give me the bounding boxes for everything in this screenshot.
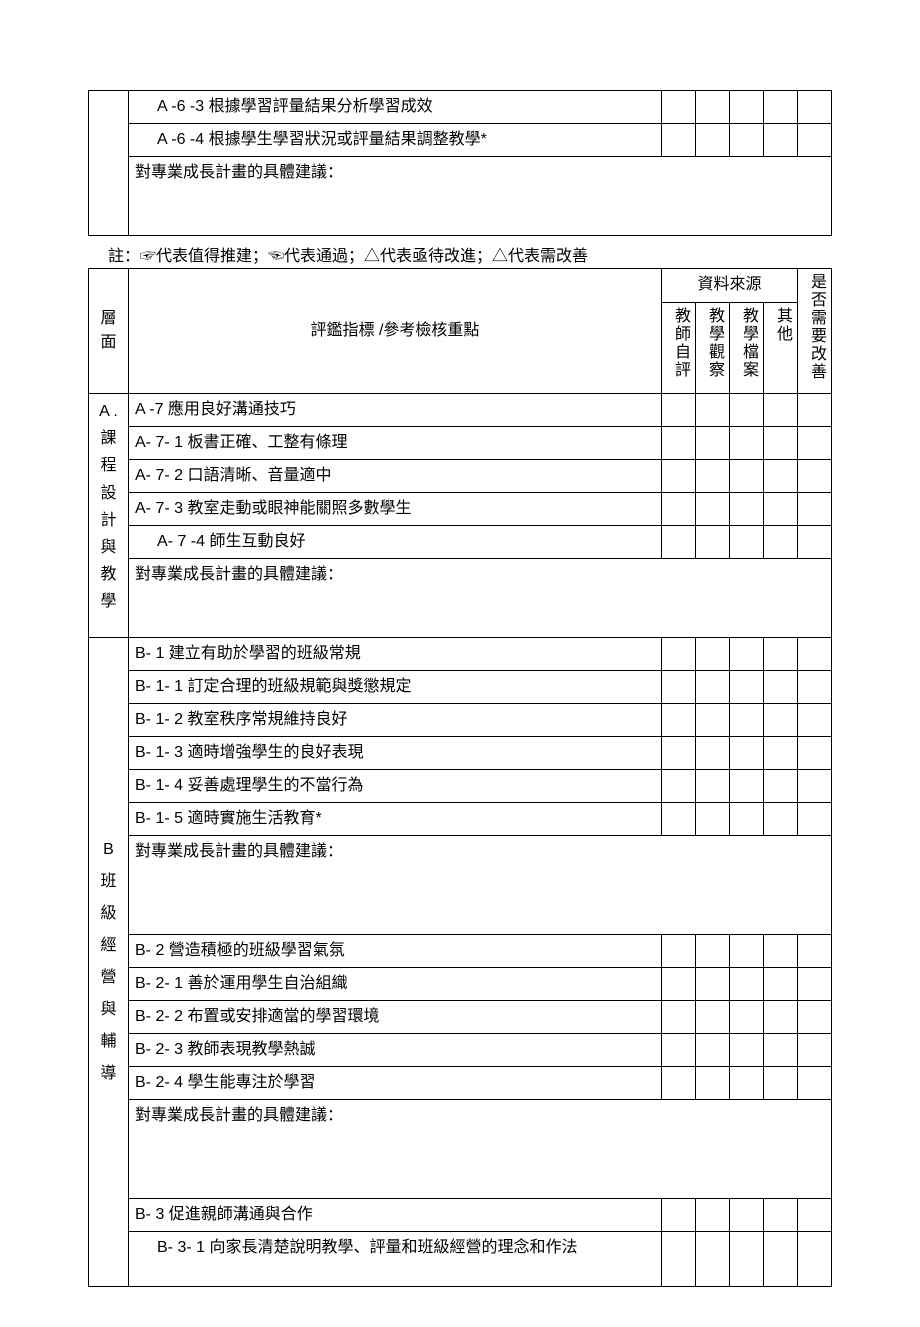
criteria-cell: A- 7- 3 教室走動或眼神能關照多數學生: [129, 493, 662, 526]
table-row: B- 1- 3 適時增強學生的良好表現: [89, 737, 832, 770]
criteria-cell: A -6 -3 根據學習評量結果分析學習成效: [129, 91, 662, 124]
criteria-cell: B- 1- 2 教室秩序常規維持良好: [129, 704, 662, 737]
table-row: B- 2 營造積極的班級學習氣氛: [89, 935, 832, 968]
table-row: B- 2- 1 善於運用學生自治組織: [89, 968, 832, 1001]
table-row: A- 7- 1 板書正確、工整有條理: [89, 427, 832, 460]
table-row: A- 7- 2 口語清晰、音量適中: [89, 460, 832, 493]
table-row: B- 3 促進親師溝通與合作: [89, 1199, 832, 1232]
legend-note: 註：☞代表值得推建；☜代表通過；△代表亟待改進；△代表需改善: [88, 242, 832, 266]
header-row: 層面 評鑑指標 /參考檢核重點 資料來源 是否需要改善: [89, 269, 832, 303]
suggestion-cell: 對專業成長計畫的具體建議：: [129, 1100, 832, 1199]
criteria-cell: B- 2 營造積極的班級學習氣氛: [129, 935, 662, 968]
suggestion-cell: 對專業成長計畫的具體建議：: [129, 157, 832, 236]
criteria-cell: A -6 -4 根據學生學習狀況或評量結果調整教學*: [129, 124, 662, 157]
main-table: 層面 評鑑指標 /參考檢核重點 資料來源 是否需要改善 教師自評 教學觀察 教學…: [88, 268, 832, 1287]
blank-first-col: [89, 91, 129, 236]
col-header-dimension: 層面: [89, 269, 129, 394]
criteria-cell: B- 2- 3 教師表現教學熱誠: [129, 1034, 662, 1067]
table-row: B- 1- 4 妥善處理學生的不當行為: [89, 770, 832, 803]
criteria-cell: A- 7- 2 口語清晰、音量適中: [129, 460, 662, 493]
criteria-cell: B- 2- 1 善於運用學生自治組織: [129, 968, 662, 1001]
col-sub-observe: 教學觀察: [695, 302, 729, 393]
suggestion-cell: 對專業成長計畫的具體建議：: [129, 559, 832, 638]
table-row: A- 7 -4 師生互動良好: [89, 526, 832, 559]
table-row: A -6 -3 根據學習評量結果分析學習成效: [89, 91, 832, 124]
section-b-label: B 班 級 經 營 與 輔 導: [89, 638, 129, 1287]
table-row: A- 7- 3 教室走動或眼神能關照多數學生: [89, 493, 832, 526]
table-row: B- 1- 2 教室秩序常規維持良好: [89, 704, 832, 737]
col-sub-file: 教學檔案: [729, 302, 763, 393]
suggestion-row: 對專業成長計畫的具體建議：: [89, 836, 832, 935]
table-row: B 班 級 經 營 與 輔 導 B- 1 建立有助於學習的班級常規: [89, 638, 832, 671]
criteria-cell: B- 1- 3 適時增強學生的良好表現: [129, 737, 662, 770]
table-row: B- 1- 1 訂定合理的班級規範與獎懲規定: [89, 671, 832, 704]
table-row: B- 2- 2 布置或安排適當的學習環境: [89, 1001, 832, 1034]
section-a-label: A . 課 程 設 計 與 教 學: [89, 394, 129, 638]
table-row: B- 2- 4 學生能專注於學習: [89, 1067, 832, 1100]
suggestion-row: 對專業成長計畫的具體建議：: [89, 1100, 832, 1199]
table-row: B- 2- 3 教師表現教學熱誠: [89, 1034, 832, 1067]
col-header-source-group: 資料來源: [661, 269, 797, 303]
criteria-cell: B- 3- 1 向家長清楚說明教學、評量和班級經營的理念和作法: [129, 1232, 662, 1287]
suggestion-cell: 對專業成長計畫的具體建議：: [129, 836, 832, 935]
col-sub-other: 其他: [763, 302, 797, 393]
criteria-cell: B- 3 促進親師溝通與合作: [129, 1199, 662, 1232]
criteria-cell: B- 2- 2 布置或安排適當的學習環境: [129, 1001, 662, 1034]
table-row: A . 課 程 設 計 與 教 學 A -7 應用良好溝通技巧: [89, 394, 832, 427]
criteria-cell: A- 7- 1 板書正確、工整有條理: [129, 427, 662, 460]
table-row: B- 3- 1 向家長清楚說明教學、評量和班級經營的理念和作法: [89, 1232, 832, 1287]
table-row: A -6 -4 根據學生學習狀況或評量結果調整教學*: [89, 124, 832, 157]
criteria-cell: A -7 應用良好溝通技巧: [129, 394, 662, 427]
suggestion-row: 對專業成長計畫的具體建議：: [89, 559, 832, 638]
criteria-cell: B- 2- 4 學生能專注於學習: [129, 1067, 662, 1100]
col-header-indicator: 評鑑指標 /參考檢核重點: [129, 269, 662, 394]
col-sub-self: 教師自評: [661, 302, 695, 393]
top-table: A -6 -3 根據學習評量結果分析學習成效 A -6 -4 根據學生學習狀況或…: [88, 90, 832, 236]
criteria-cell: B- 1- 5 適時實施生活教育*: [129, 803, 662, 836]
criteria-cell: A- 7 -4 師生互動良好: [129, 526, 662, 559]
col-header-improve: 是否需要改善: [798, 269, 832, 394]
criteria-cell: B- 1 建立有助於學習的班級常規: [129, 638, 662, 671]
table-row: B- 1- 5 適時實施生活教育*: [89, 803, 832, 836]
criteria-cell: B- 1- 1 訂定合理的班級規範與獎懲規定: [129, 671, 662, 704]
suggestion-row: 對專業成長計畫的具體建議：: [89, 157, 832, 236]
criteria-cell: B- 1- 4 妥善處理學生的不當行為: [129, 770, 662, 803]
